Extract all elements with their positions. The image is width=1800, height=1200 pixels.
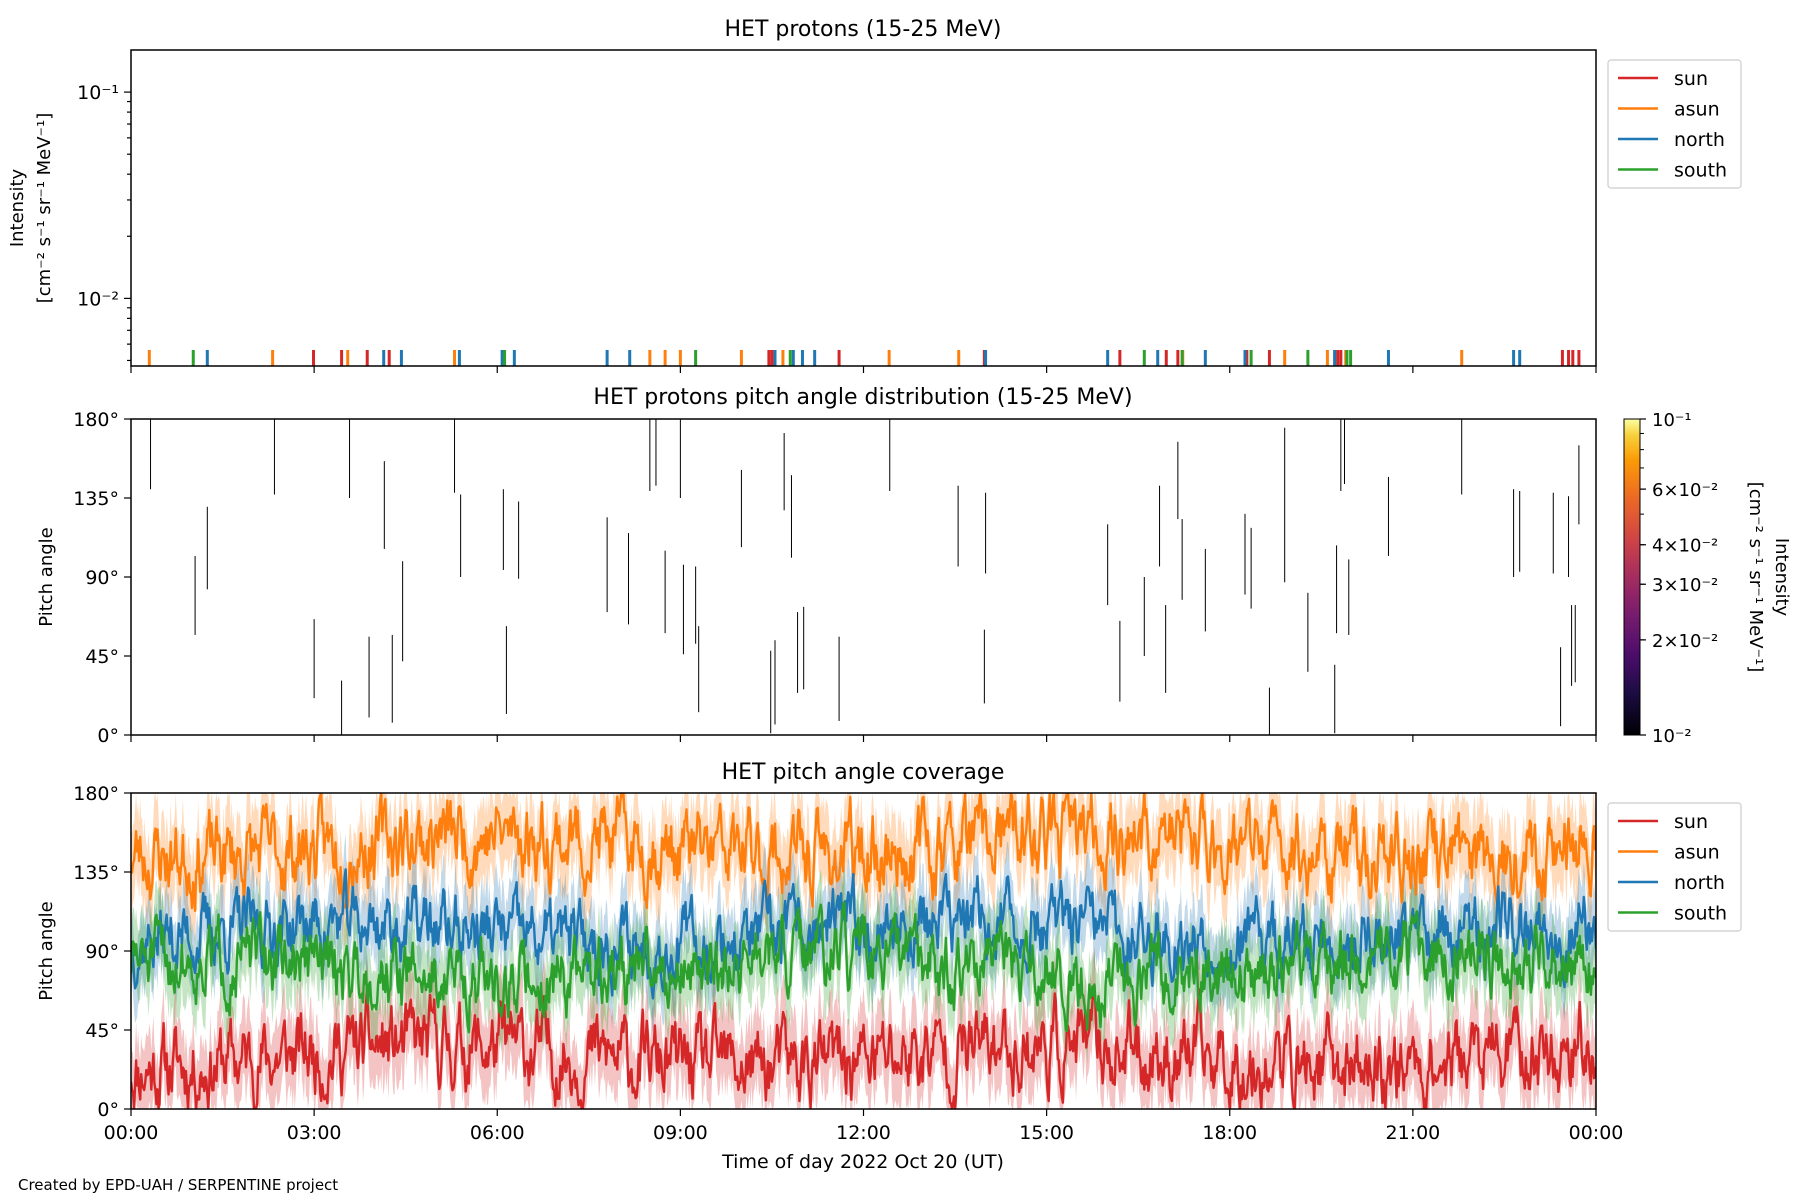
pad-tick-label: 135°	[73, 488, 119, 510]
coverage-tick-label: 0°	[97, 1099, 119, 1121]
legend-label-asun: asun	[1674, 99, 1720, 121]
colorbar	[1623, 418, 1641, 736]
panel-coverage: HET pitch angle coverage 180° 135° 90° 45° 0…	[36, 760, 1742, 1121]
panel-intensity-ylabel-line2: [cm⁻² s⁻¹ sr⁻¹ MeV⁻¹]	[34, 113, 55, 304]
panel-intensity-frame	[130, 49, 1597, 367]
pad-tick-label: 45°	[85, 646, 119, 668]
panel-coverage-legend: sun asun north south	[1607, 802, 1742, 932]
panel-pad-title: HET protons pitch angle distribution (15…	[593, 385, 1132, 410]
pad-tick-label: 0°	[97, 725, 119, 747]
colorbar-tick-label: 2×10⁻²	[1652, 631, 1718, 652]
legend-label-sun: sun	[1674, 68, 1708, 90]
panel-pad-ylabel: Pitch angle	[36, 527, 57, 626]
coverage-tick-label: 90°	[85, 941, 119, 963]
panel-pad-frame	[130, 418, 1597, 736]
x-tick-label: 00:00	[104, 1122, 159, 1144]
x-tick-label: 12:00	[836, 1122, 891, 1144]
x-tick-label: 15:00	[1019, 1122, 1074, 1144]
x-axis-label: Time of day 2022 Oct 20 (UT)	[721, 1151, 1004, 1173]
legend-label-south: south	[1674, 160, 1727, 182]
panel-intensity-ylabel-line1: Intensity	[7, 168, 28, 247]
x-tick-label: 03:00	[287, 1122, 342, 1144]
panel-intensity-title: HET protons (15-25 MeV)	[725, 17, 1002, 42]
colorbar-label-line2: [cm⁻² s⁻¹ sr⁻¹ MeV⁻¹]	[1745, 482, 1766, 673]
colorbar-tick-label: 10⁻¹	[1652, 410, 1692, 431]
colorbar-tick-label: 10⁻²	[1652, 726, 1692, 747]
intensity-tick-label: 10⁻¹	[77, 82, 119, 104]
panel-coverage-title: HET pitch angle coverage	[722, 760, 1005, 785]
colorbar-label-line1: Intensity	[1771, 538, 1792, 617]
x-tick-label: 09:00	[653, 1122, 708, 1144]
legend-label-sun: sun	[1674, 811, 1708, 833]
legend-label-north: north	[1674, 129, 1725, 151]
pad-tick-label: 180°	[73, 409, 119, 431]
colorbar-tick-label: 6×10⁻²	[1652, 480, 1718, 501]
panel-intensity-legend: sun asun north south	[1607, 59, 1742, 189]
coverage-tick-label: 180°	[73, 783, 119, 805]
legend-label-north: north	[1674, 872, 1725, 894]
legend-label-asun: asun	[1674, 842, 1720, 864]
coverage-line-south	[131, 901, 1596, 1034]
panel-pad: HET protons pitch angle distribution (15…	[36, 385, 1792, 747]
credit-text: Created by EPD-UAH / SERPENTINE project	[18, 1176, 339, 1194]
panel-coverage-ylabel: Pitch angle	[36, 901, 57, 1000]
coverage-line-sun	[131, 984, 1596, 1109]
x-tick-label: 00:00	[1569, 1122, 1624, 1144]
colorbar-tick-label: 4×10⁻²	[1652, 536, 1718, 557]
pad-tick-label: 90°	[85, 567, 119, 589]
coverage-line-asun	[131, 793, 1596, 912]
coverage-tick-label: 135°	[73, 862, 119, 884]
x-tick-label: 18:00	[1202, 1122, 1257, 1144]
legend-box	[1607, 802, 1742, 932]
legend-box	[1607, 59, 1742, 189]
legend-label-south: south	[1674, 903, 1727, 925]
colorbar-tick-label: 3×10⁻²	[1652, 575, 1718, 596]
intensity-tick-label: 10⁻²	[77, 288, 119, 310]
coverage-band-south	[131, 867, 1596, 1068]
x-tick-label: 21:00	[1385, 1122, 1440, 1144]
panel-intensity: HET protons (15-25 MeV) 10⁻¹ 10⁻² Intensi…	[7, 17, 1742, 367]
coverage-tick-label: 45°	[85, 1020, 119, 1042]
x-tick-label: 06:00	[470, 1122, 525, 1144]
